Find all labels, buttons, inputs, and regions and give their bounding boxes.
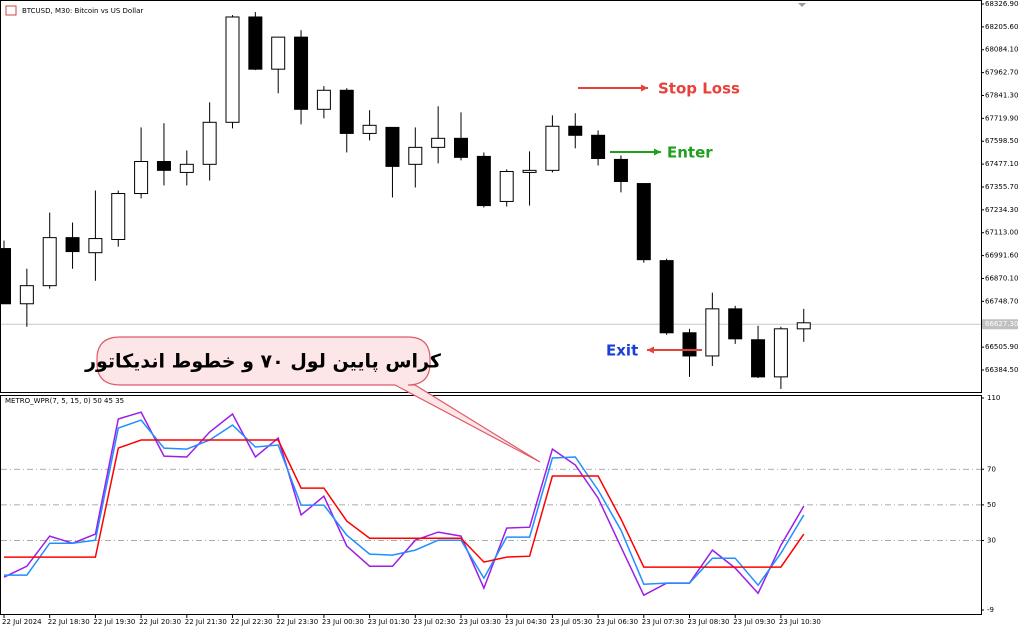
- current-price-box: [982, 319, 1018, 330]
- x-tick-label: 23 Jul 00:30: [322, 618, 364, 626]
- candle-body: [773, 328, 788, 378]
- y-tick-label: 68205.60: [985, 23, 1018, 31]
- y-tick-label: 66505.90: [985, 343, 1018, 351]
- y-tick-label: -9: [987, 606, 994, 614]
- x-tick-label: 22 Jul 21:30: [185, 618, 227, 626]
- x-tick-label: 22 Jul 2024: [2, 618, 42, 626]
- y-tick-label: 66384.50: [985, 366, 1018, 374]
- candle-body: [179, 163, 194, 173]
- y-tick-label: 67719.90: [985, 114, 1018, 122]
- x-tick-label: 23 Jul 10:30: [779, 618, 821, 626]
- candle-body: [636, 183, 651, 261]
- x-tick-label: 23 Jul 05:30: [550, 618, 592, 626]
- x-tick-label: 22 Jul 19:30: [93, 618, 135, 626]
- candle-body: [42, 237, 57, 287]
- candle-body: [682, 332, 697, 357]
- callout-text: کراس پایین لول ۷۰ و خطوط اندیکاتور: [84, 351, 442, 373]
- y-tick-label: 68326.90: [985, 0, 1018, 8]
- x-tick-label: 23 Jul 01:30: [368, 618, 410, 626]
- candle-body: [499, 170, 514, 202]
- y-tick-label: 67962.70: [985, 69, 1018, 77]
- candle-body: [385, 126, 400, 167]
- y-tick-label: 50: [987, 501, 996, 509]
- indicator-line: [4, 439, 805, 568]
- exit-arrow-head: [647, 346, 654, 354]
- y-tick-label: 67113.00: [985, 229, 1018, 237]
- candle-body: [88, 238, 103, 254]
- x-tick-label: 23 Jul 03:30: [459, 618, 501, 626]
- y-tick-label: 68084.10: [985, 46, 1018, 54]
- x-tick-label: 22 Jul 18:30: [48, 618, 90, 626]
- current-price-label: 66627.30: [985, 320, 1018, 328]
- enter-arrow-head: [654, 148, 661, 156]
- y-tick-label: 66991.60: [985, 252, 1018, 260]
- y-tick-label: 110: [987, 394, 1000, 402]
- y-tick-label: 67841.30: [985, 91, 1018, 99]
- x-tick-label: 23 Jul 04:30: [505, 618, 547, 626]
- candle-body: [19, 285, 34, 305]
- annotation: Enter: [667, 144, 713, 162]
- y-tick-label: 30: [987, 537, 996, 545]
- candle-body: [111, 193, 126, 241]
- candle-body: [339, 89, 354, 134]
- callout-bubble: [96, 336, 541, 463]
- candle-body: [728, 308, 743, 340]
- candle-body: [751, 339, 766, 378]
- candle-body: [248, 16, 263, 70]
- y-tick-label: 67234.30: [985, 206, 1018, 214]
- x-tick-label: 22 Jul 23:30: [276, 618, 318, 626]
- candle-body: [705, 308, 720, 357]
- candle-body: [545, 125, 560, 171]
- candle-body: [362, 124, 377, 134]
- x-tick-label: 22 Jul 22:30: [231, 618, 273, 626]
- candle-body: [591, 134, 606, 159]
- candle-body: [202, 121, 217, 165]
- annotation: Exit: [606, 342, 638, 360]
- y-tick-label: 67598.50: [985, 137, 1018, 145]
- candle-body: [408, 146, 423, 165]
- y-tick-label: 66748.70: [985, 297, 1018, 305]
- indicator-title: METRO_WPR(7, 5, 15, 0) 50 45 35: [5, 397, 124, 405]
- x-tick-label: 23 Jul 06:30: [596, 618, 638, 626]
- candle-body: [156, 160, 171, 171]
- candle-body: [134, 160, 149, 195]
- annotation: Stop Loss: [658, 80, 740, 98]
- candle-body: [476, 155, 491, 207]
- y-tick-label: 66870.10: [985, 274, 1018, 282]
- chart-title: BTCUSD, M30: Bitcoin vs US Dollar: [22, 7, 143, 15]
- candle-body: [316, 89, 331, 110]
- symbol-icon: [5, 5, 17, 16]
- candle-body: [454, 137, 468, 158]
- candle-body: [271, 36, 286, 70]
- callout: [96, 336, 541, 463]
- price-panel: [0, 0, 982, 393]
- candle-body: [0, 248, 11, 305]
- x-tick-label: 23 Jul 07:30: [642, 618, 684, 626]
- candle-body: [796, 322, 811, 330]
- y-tick-label: 67355.70: [985, 183, 1018, 191]
- candle-body: [568, 125, 583, 136]
- indicator-line: [4, 419, 805, 587]
- x-tick-label: 23 Jul 09:30: [733, 618, 775, 626]
- candle-body: [659, 260, 674, 334]
- y-tick-label: 70: [987, 465, 996, 473]
- x-tick-label: 23 Jul 02:30: [413, 618, 455, 626]
- y-tick-label: 67477.10: [985, 160, 1018, 168]
- stop-loss-arrow-head: [641, 84, 648, 92]
- candle-body: [225, 16, 240, 123]
- candle-body: [431, 137, 446, 148]
- candle-body: [65, 237, 80, 253]
- candle-body: [613, 158, 628, 182]
- x-tick-label: 22 Jul 20:30: [139, 618, 181, 626]
- scroll-marker: [798, 3, 806, 7]
- candle-body: [522, 169, 537, 173]
- x-tick-label: 23 Jul 08:30: [688, 618, 730, 626]
- candle-body: [294, 36, 309, 110]
